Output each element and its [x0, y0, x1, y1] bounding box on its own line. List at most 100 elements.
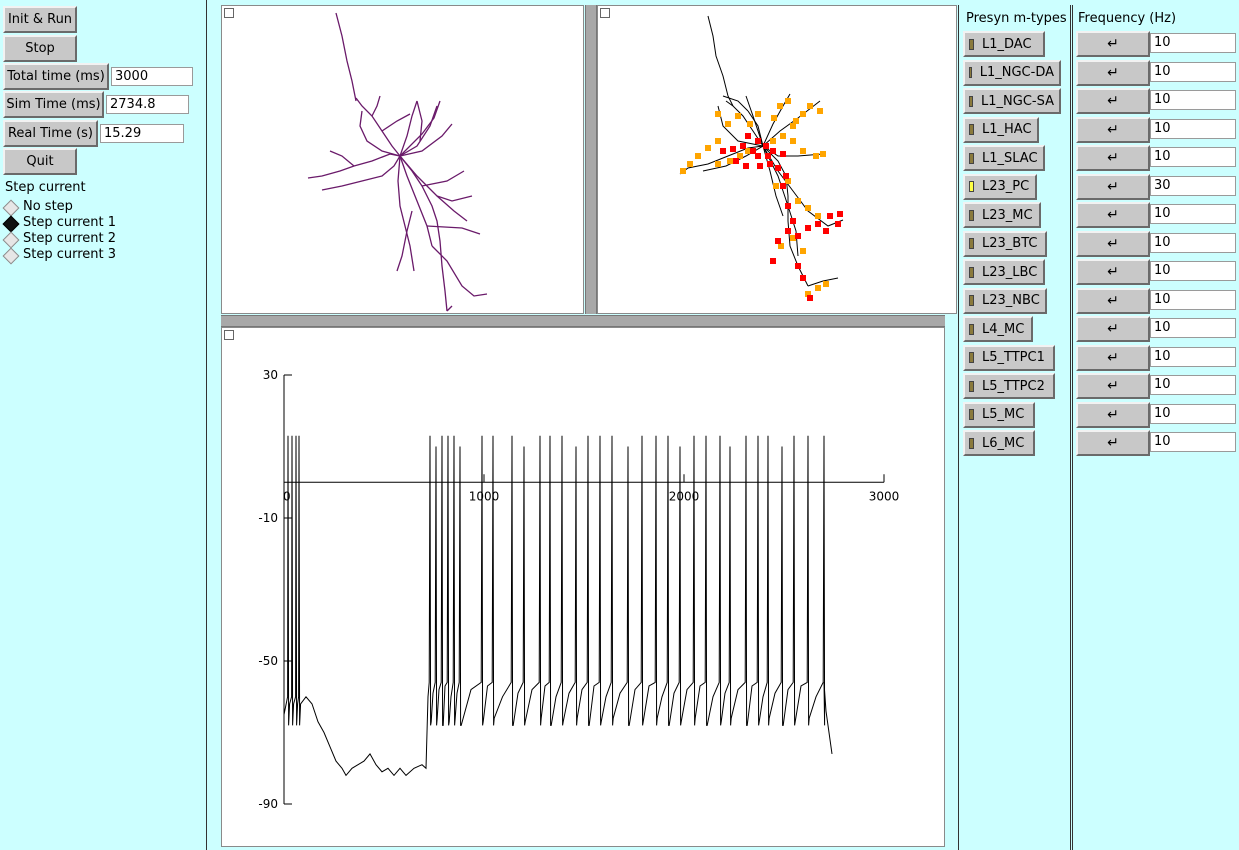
frequency-set-button[interactable]: ↵ — [1076, 401, 1150, 428]
presyn-button-l1-slac[interactable]: L1_SLAC — [963, 145, 1045, 171]
quit-button[interactable]: Quit — [3, 148, 77, 175]
frequency-input[interactable]: 10 — [1150, 147, 1236, 167]
presyn-button-l23-mc[interactable]: L23_MC — [963, 202, 1041, 228]
radio-no-step[interactable] — [2, 199, 20, 217]
presyn-button-l6-mc[interactable]: L6_MC — [963, 430, 1035, 456]
frequency-set-button[interactable]: ↵ — [1076, 316, 1150, 342]
frequency-input[interactable]: 10 — [1150, 261, 1236, 281]
presyn-button-l23-btc[interactable]: L23_BTC — [963, 230, 1047, 257]
return-arrow-icon: ↵ — [1107, 36, 1119, 52]
real-time-value: 15.29 — [100, 124, 184, 143]
toggle-indicator-icon — [969, 181, 974, 192]
return-arrow-icon: ↵ — [1107, 93, 1119, 109]
toggle-indicator-icon — [969, 266, 974, 278]
return-arrow-icon: ↵ — [1107, 264, 1119, 280]
presyn-label: L23_MC — [982, 207, 1033, 223]
sim-time-button[interactable]: Sim Time (ms) — [3, 91, 104, 118]
frequency-input[interactable]: 10 — [1150, 375, 1236, 395]
presyn-button-l1-ngc-sa[interactable]: L1_NGC-SA — [963, 88, 1061, 114]
graph-menu-box[interactable] — [224, 8, 234, 18]
radio-step-1[interactable] — [2, 215, 20, 233]
presyn-button-l4-mc[interactable]: L4_MC — [963, 316, 1033, 342]
return-arrow-icon: ↵ — [1107, 435, 1119, 451]
toggle-indicator-icon — [969, 67, 972, 78]
sim-time-value: 2734.8 — [106, 95, 189, 114]
return-arrow-icon: ↵ — [1107, 378, 1119, 394]
frequency-input[interactable]: 30 — [1150, 175, 1236, 196]
frequency-input[interactable]: 10 — [1150, 289, 1236, 310]
morphology-plot[interactable] — [221, 5, 584, 314]
frequency-set-button[interactable]: ↵ — [1076, 202, 1150, 228]
voltage-graph[interactable]: 30 -10 -50 -90 0 1000 2000 3000 — [221, 327, 945, 847]
frequency-input[interactable]: 10 — [1150, 403, 1236, 424]
y-tick-label: -90 — [258, 797, 278, 811]
presyn-button-l5-mc[interactable]: L5_MC — [963, 401, 1035, 428]
frequency-set-button[interactable]: ↵ — [1076, 230, 1150, 257]
return-arrow-icon: ↵ — [1107, 150, 1119, 166]
frequency-input[interactable]: 10 — [1150, 33, 1236, 53]
y-tick-label: -50 — [258, 654, 278, 668]
frequency-set-button[interactable]: ↵ — [1076, 59, 1150, 86]
toggle-indicator-icon — [969, 295, 974, 306]
splitter-vertical[interactable] — [585, 5, 597, 314]
frequency-input[interactable]: 10 — [1150, 232, 1236, 253]
frequency-input[interactable]: 10 — [1150, 346, 1236, 367]
toggle-indicator-icon — [969, 380, 974, 392]
presyn-button-l1-hac[interactable]: L1_HAC — [963, 116, 1039, 143]
voltage-trace — [283, 435, 833, 777]
total-time-button[interactable]: Total time (ms) — [3, 63, 109, 90]
morphology-svg — [307, 12, 488, 312]
stop-button[interactable]: Stop — [3, 35, 77, 62]
x-tick-label: 0 — [283, 489, 291, 503]
presyn-button-l23-lbc[interactable]: L23_LBC — [963, 259, 1045, 285]
toggle-indicator-icon — [969, 124, 974, 135]
presyn-label: L4_MC — [982, 321, 1025, 337]
toggle-indicator-icon — [969, 437, 974, 449]
presyn-button-l5-ttpc2[interactable]: L5_TTPC2 — [963, 373, 1055, 399]
presyn-label: L6_MC — [982, 435, 1025, 451]
frequency-input[interactable]: 10 — [1150, 432, 1236, 452]
presyn-button-l23-pc[interactable]: L23_PC — [963, 173, 1037, 200]
radio-label[interactable]: Step current 2 — [23, 231, 117, 246]
presyn-label: L5_TTPC2 — [982, 378, 1045, 394]
toggle-indicator-icon — [969, 95, 974, 107]
presyn-label: L1_NGC-DA — [979, 65, 1054, 80]
frequency-input[interactable]: 10 — [1150, 90, 1236, 110]
presyn-button-l5-ttpc1[interactable]: L5_TTPC1 — [963, 344, 1055, 371]
frequency-set-button[interactable]: ↵ — [1076, 31, 1150, 57]
init-run-button[interactable]: Init & Run — [3, 6, 77, 33]
frequency-set-button[interactable]: ↵ — [1076, 259, 1150, 285]
presyn-button-l1-ngc-da[interactable]: L1_NGC-DA — [963, 59, 1061, 86]
frequency-set-button[interactable]: ↵ — [1076, 116, 1150, 143]
frequency-set-button[interactable]: ↵ — [1076, 344, 1150, 371]
radio-label[interactable]: Step current 3 — [23, 247, 117, 262]
presyn-button-l23-nbc[interactable]: L23_NBC — [963, 287, 1047, 314]
frequency-input[interactable]: 10 — [1150, 61, 1236, 82]
radio-step-2[interactable] — [2, 231, 20, 249]
frequency-set-button[interactable]: ↵ — [1076, 373, 1150, 399]
frequency-set-button[interactable]: ↵ — [1076, 430, 1150, 456]
graph-menu-box[interactable] — [224, 330, 234, 340]
radio-label[interactable]: No step — [23, 199, 73, 214]
radio-step-3[interactable] — [2, 247, 20, 265]
real-time-button[interactable]: Real Time (s) — [3, 120, 98, 147]
frequency-input[interactable]: 10 — [1150, 204, 1236, 224]
frequency-input[interactable]: 10 — [1150, 118, 1236, 139]
frequency-set-button[interactable]: ↵ — [1076, 287, 1150, 314]
radio-label[interactable]: Step current 1 — [23, 215, 117, 230]
frequency-set-button[interactable]: ↵ — [1076, 88, 1150, 114]
total-time-input[interactable]: 3000 — [111, 67, 193, 86]
frequency-input[interactable]: 10 — [1150, 318, 1236, 338]
presyn-button-l1-dac[interactable]: L1_DAC — [963, 31, 1045, 57]
y-tick-label: -10 — [258, 511, 278, 525]
frequency-set-button[interactable]: ↵ — [1076, 145, 1150, 171]
presyn-label: L23_BTC — [982, 236, 1038, 251]
splitter-horizontal[interactable] — [221, 315, 945, 327]
voltage-svg: 30 -10 -50 -90 0 1000 2000 3000 — [258, 368, 899, 811]
frequency-set-button[interactable]: ↵ — [1076, 173, 1150, 200]
synapse-plot[interactable] — [597, 5, 957, 314]
graph-menu-box[interactable] — [600, 8, 610, 18]
x-tick-label: 2000 — [669, 489, 700, 503]
presyn-label: L23_PC — [982, 179, 1030, 194]
frequency-title: Frequency (Hz) — [1078, 11, 1177, 26]
